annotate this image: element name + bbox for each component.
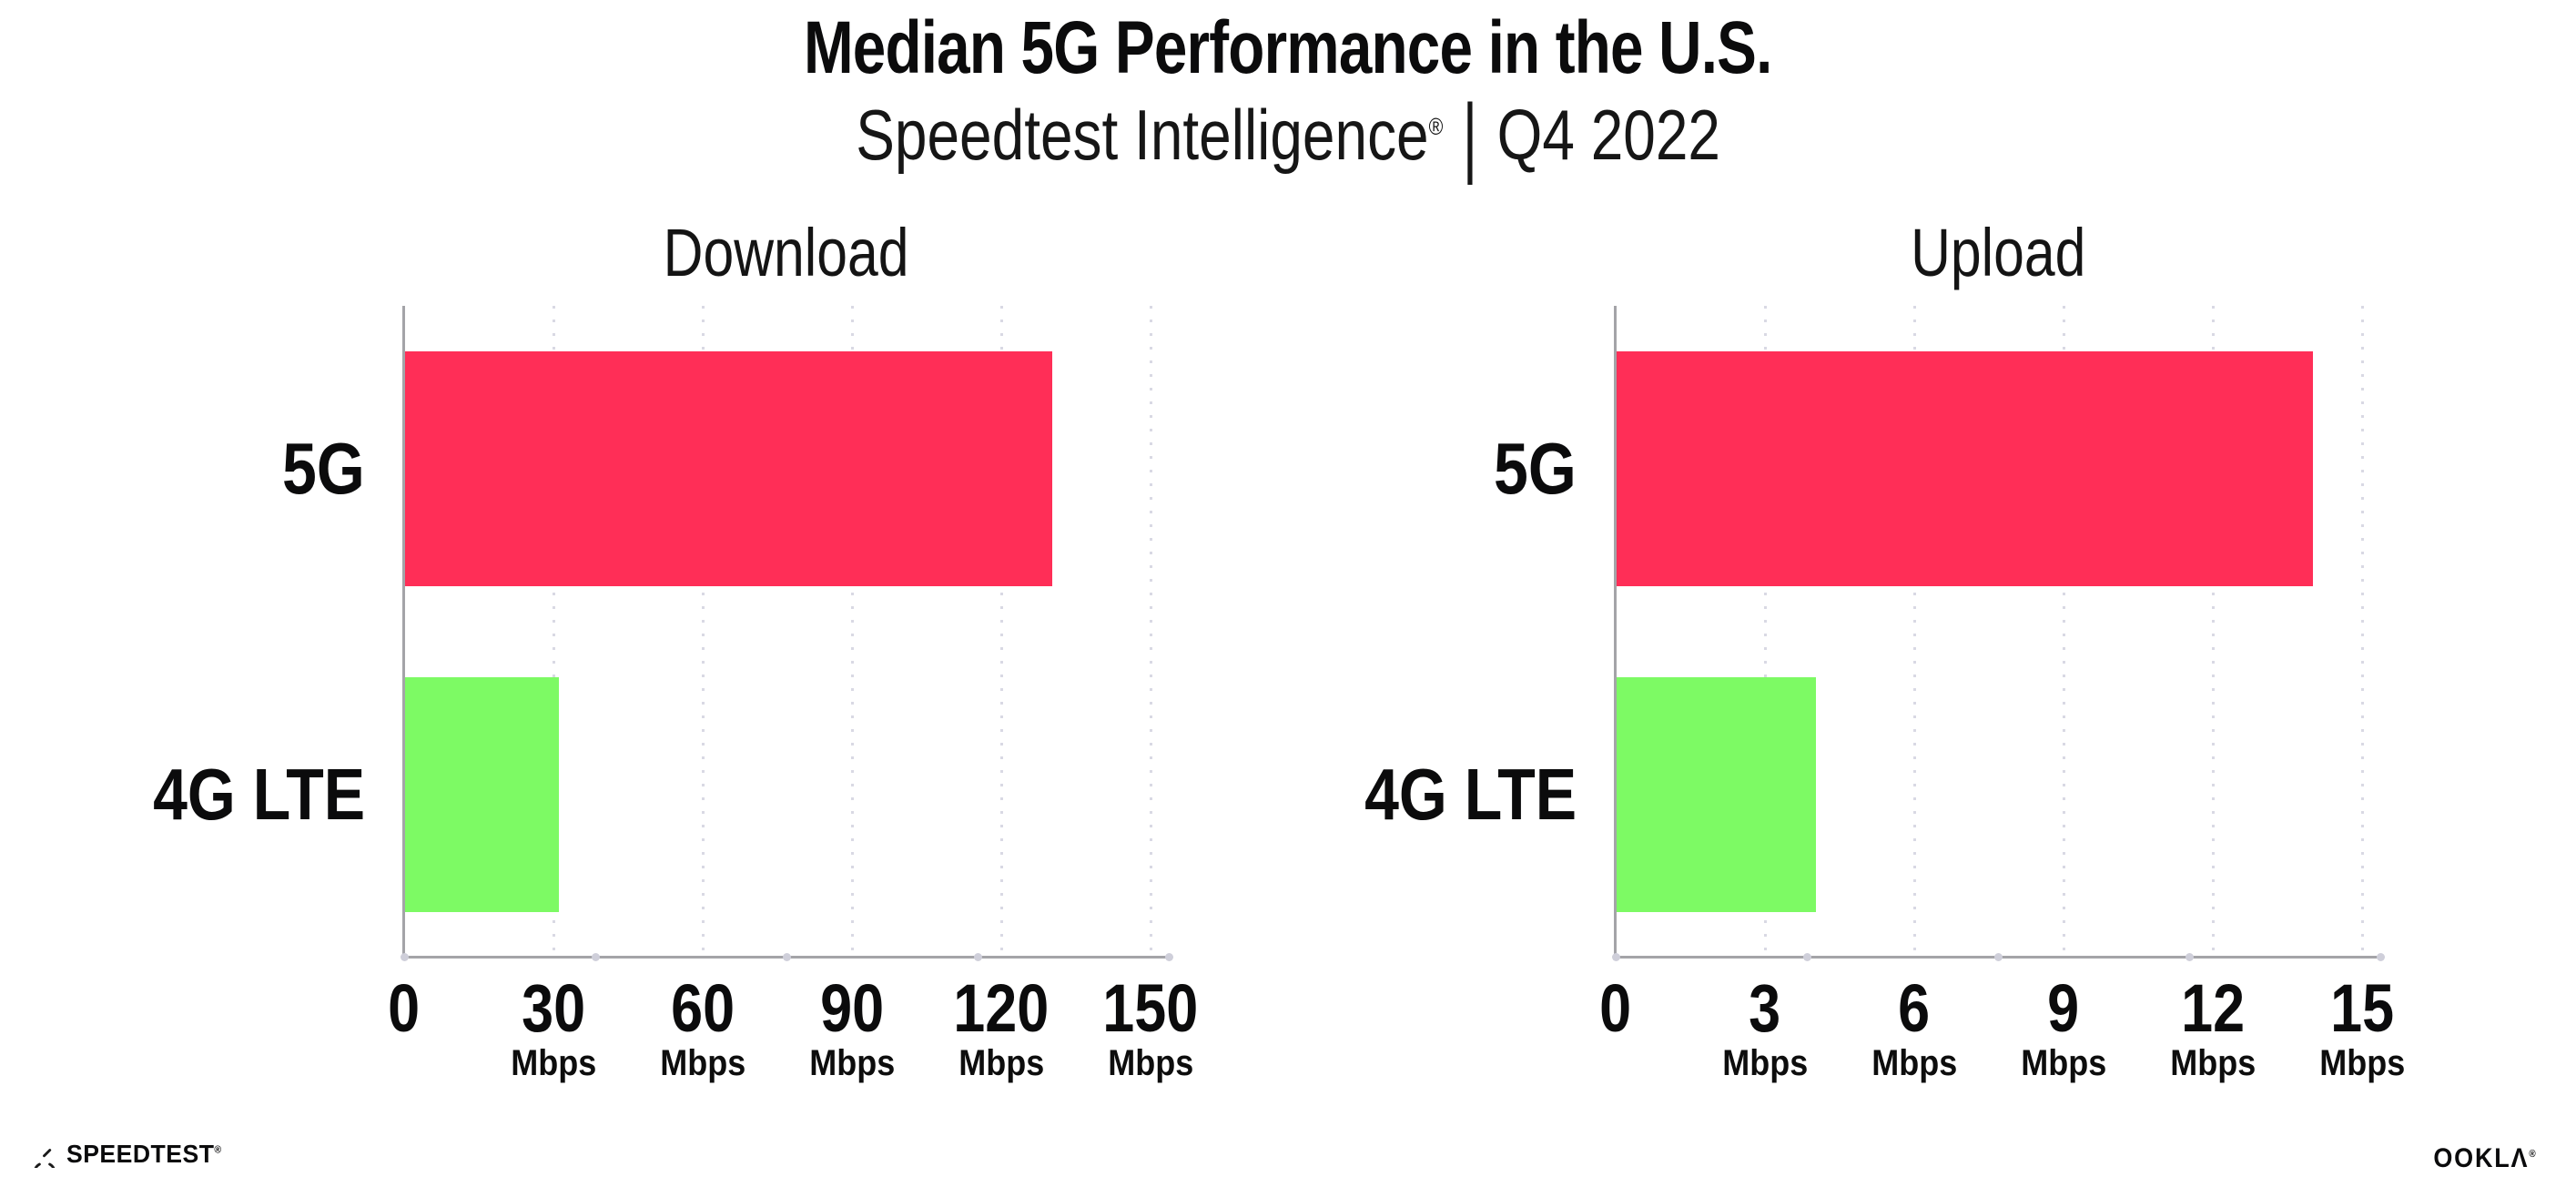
gridline [1913, 306, 1916, 958]
category-label-4g-lte: 4G LTE [1364, 754, 1577, 835]
tick-label: 0 [388, 970, 421, 1046]
tick-unit-label: Mbps [1871, 1043, 1957, 1083]
speedtest-label: SPEEDTEST [66, 1140, 215, 1168]
axis-tick-dot [2186, 953, 2194, 961]
tick-label: 12 [2181, 970, 2245, 1046]
gridline [1000, 306, 1003, 958]
subtitle-period: Q4 2022 [1496, 95, 1720, 175]
subtitle-brand: Speedtest Intelligence [856, 95, 1429, 175]
bar-4g-lte [1617, 677, 1816, 912]
axis-tick-dot [1612, 953, 1620, 961]
registered-mark-icon: ® [1428, 113, 1444, 140]
gridline [2212, 306, 2215, 958]
tick-unit-label: Mbps [2021, 1043, 2106, 1083]
gridline [2361, 306, 2364, 958]
tick-unit-label: Mbps [1108, 1043, 1193, 1083]
tick-unit-label: Mbps [958, 1043, 1044, 1083]
gridline [553, 306, 555, 958]
axis-tick-dot [974, 953, 982, 961]
tick-unit-label: Mbps [1722, 1043, 1808, 1083]
tick-label: 150 [1102, 970, 1199, 1046]
ookla-registered-icon: ® [2529, 1149, 2538, 1160]
category-label-5g: 5G [282, 428, 365, 509]
tick-label: 3 [1749, 970, 1781, 1046]
tick-label: 0 [1599, 970, 1632, 1046]
axis-tick-dot [1803, 953, 1811, 961]
axis-tick-dot [783, 953, 791, 961]
speedtest-registered-icon: ® [214, 1144, 222, 1156]
tick-unit-label: Mbps [511, 1043, 596, 1083]
chart-upload: Upload 5G 4G LTE 0 3 Mbps 6 Mbps 9 Mbps 12 Mbps 15 Mb… [1364, 0, 2405, 1197]
ookla-wordmark: OOKLΛ® [2434, 1143, 2538, 1174]
tick-label: 9 [2047, 970, 2080, 1046]
gridline [851, 306, 854, 958]
page-title: Median 5G Performance in the U.S. [0, 7, 2576, 89]
category-label-4g-lte: 4G LTE [153, 754, 365, 835]
tick-unit-label: Mbps [2170, 1043, 2256, 1083]
tick-unit-label: Mbps [660, 1043, 745, 1083]
axis-tick-dot [1994, 953, 2003, 961]
gridline [2063, 306, 2065, 958]
axis-tick-dot [2377, 953, 2385, 961]
tick-label: 90 [820, 970, 884, 1046]
axis-tick-dot [401, 953, 409, 961]
ookla-label: OOKLΛ [2433, 1143, 2530, 1173]
gridline [702, 306, 705, 958]
bar-5g [1617, 351, 2313, 586]
bar-4g-lte [405, 677, 559, 912]
y-axis-line [402, 306, 405, 959]
chart-title: Download [664, 215, 909, 290]
tick-label: 60 [671, 970, 735, 1046]
chart-download: Download 5G 4G LTE 0 30 Mbps 60 Mbps 90 Mbps 120 Mb… [153, 0, 1198, 1197]
tick-label: 6 [1898, 970, 1931, 1046]
page-subtitle: Speedtest Intelligence® | Q4 2022 [0, 85, 2576, 185]
y-axis-line [1614, 306, 1617, 959]
category-label-5g: 5G [1494, 428, 1577, 509]
ookla-logo: OOKLΛ® [2428, 1143, 2543, 1174]
page-title-text: Median 5G Performance in the U.S. [804, 6, 1772, 89]
axis-tick-dot [592, 953, 600, 961]
gridline [1150, 306, 1152, 958]
speedtest-wordmark: SPEEDTEST® [66, 1140, 222, 1169]
tick-unit-label: Mbps [809, 1043, 895, 1083]
tick-unit-label: Mbps [2319, 1043, 2405, 1083]
subtitle-separator: | [1462, 85, 1478, 185]
tick-label: 30 [522, 970, 585, 1046]
page-subtitle-text: Speedtest Intelligence® | Q4 2022 [856, 85, 1720, 185]
chart-title: Upload [1910, 215, 2086, 290]
speedtest-logo: SPEEDTEST® [31, 1140, 230, 1169]
axis-tick-dot [1165, 953, 1173, 961]
tick-label: 120 [953, 970, 1050, 1046]
speedtest-gauge-icon [34, 1149, 56, 1168]
gridline [1764, 306, 1767, 958]
tick-label: 15 [2330, 970, 2394, 1046]
bar-5g [405, 351, 1052, 586]
